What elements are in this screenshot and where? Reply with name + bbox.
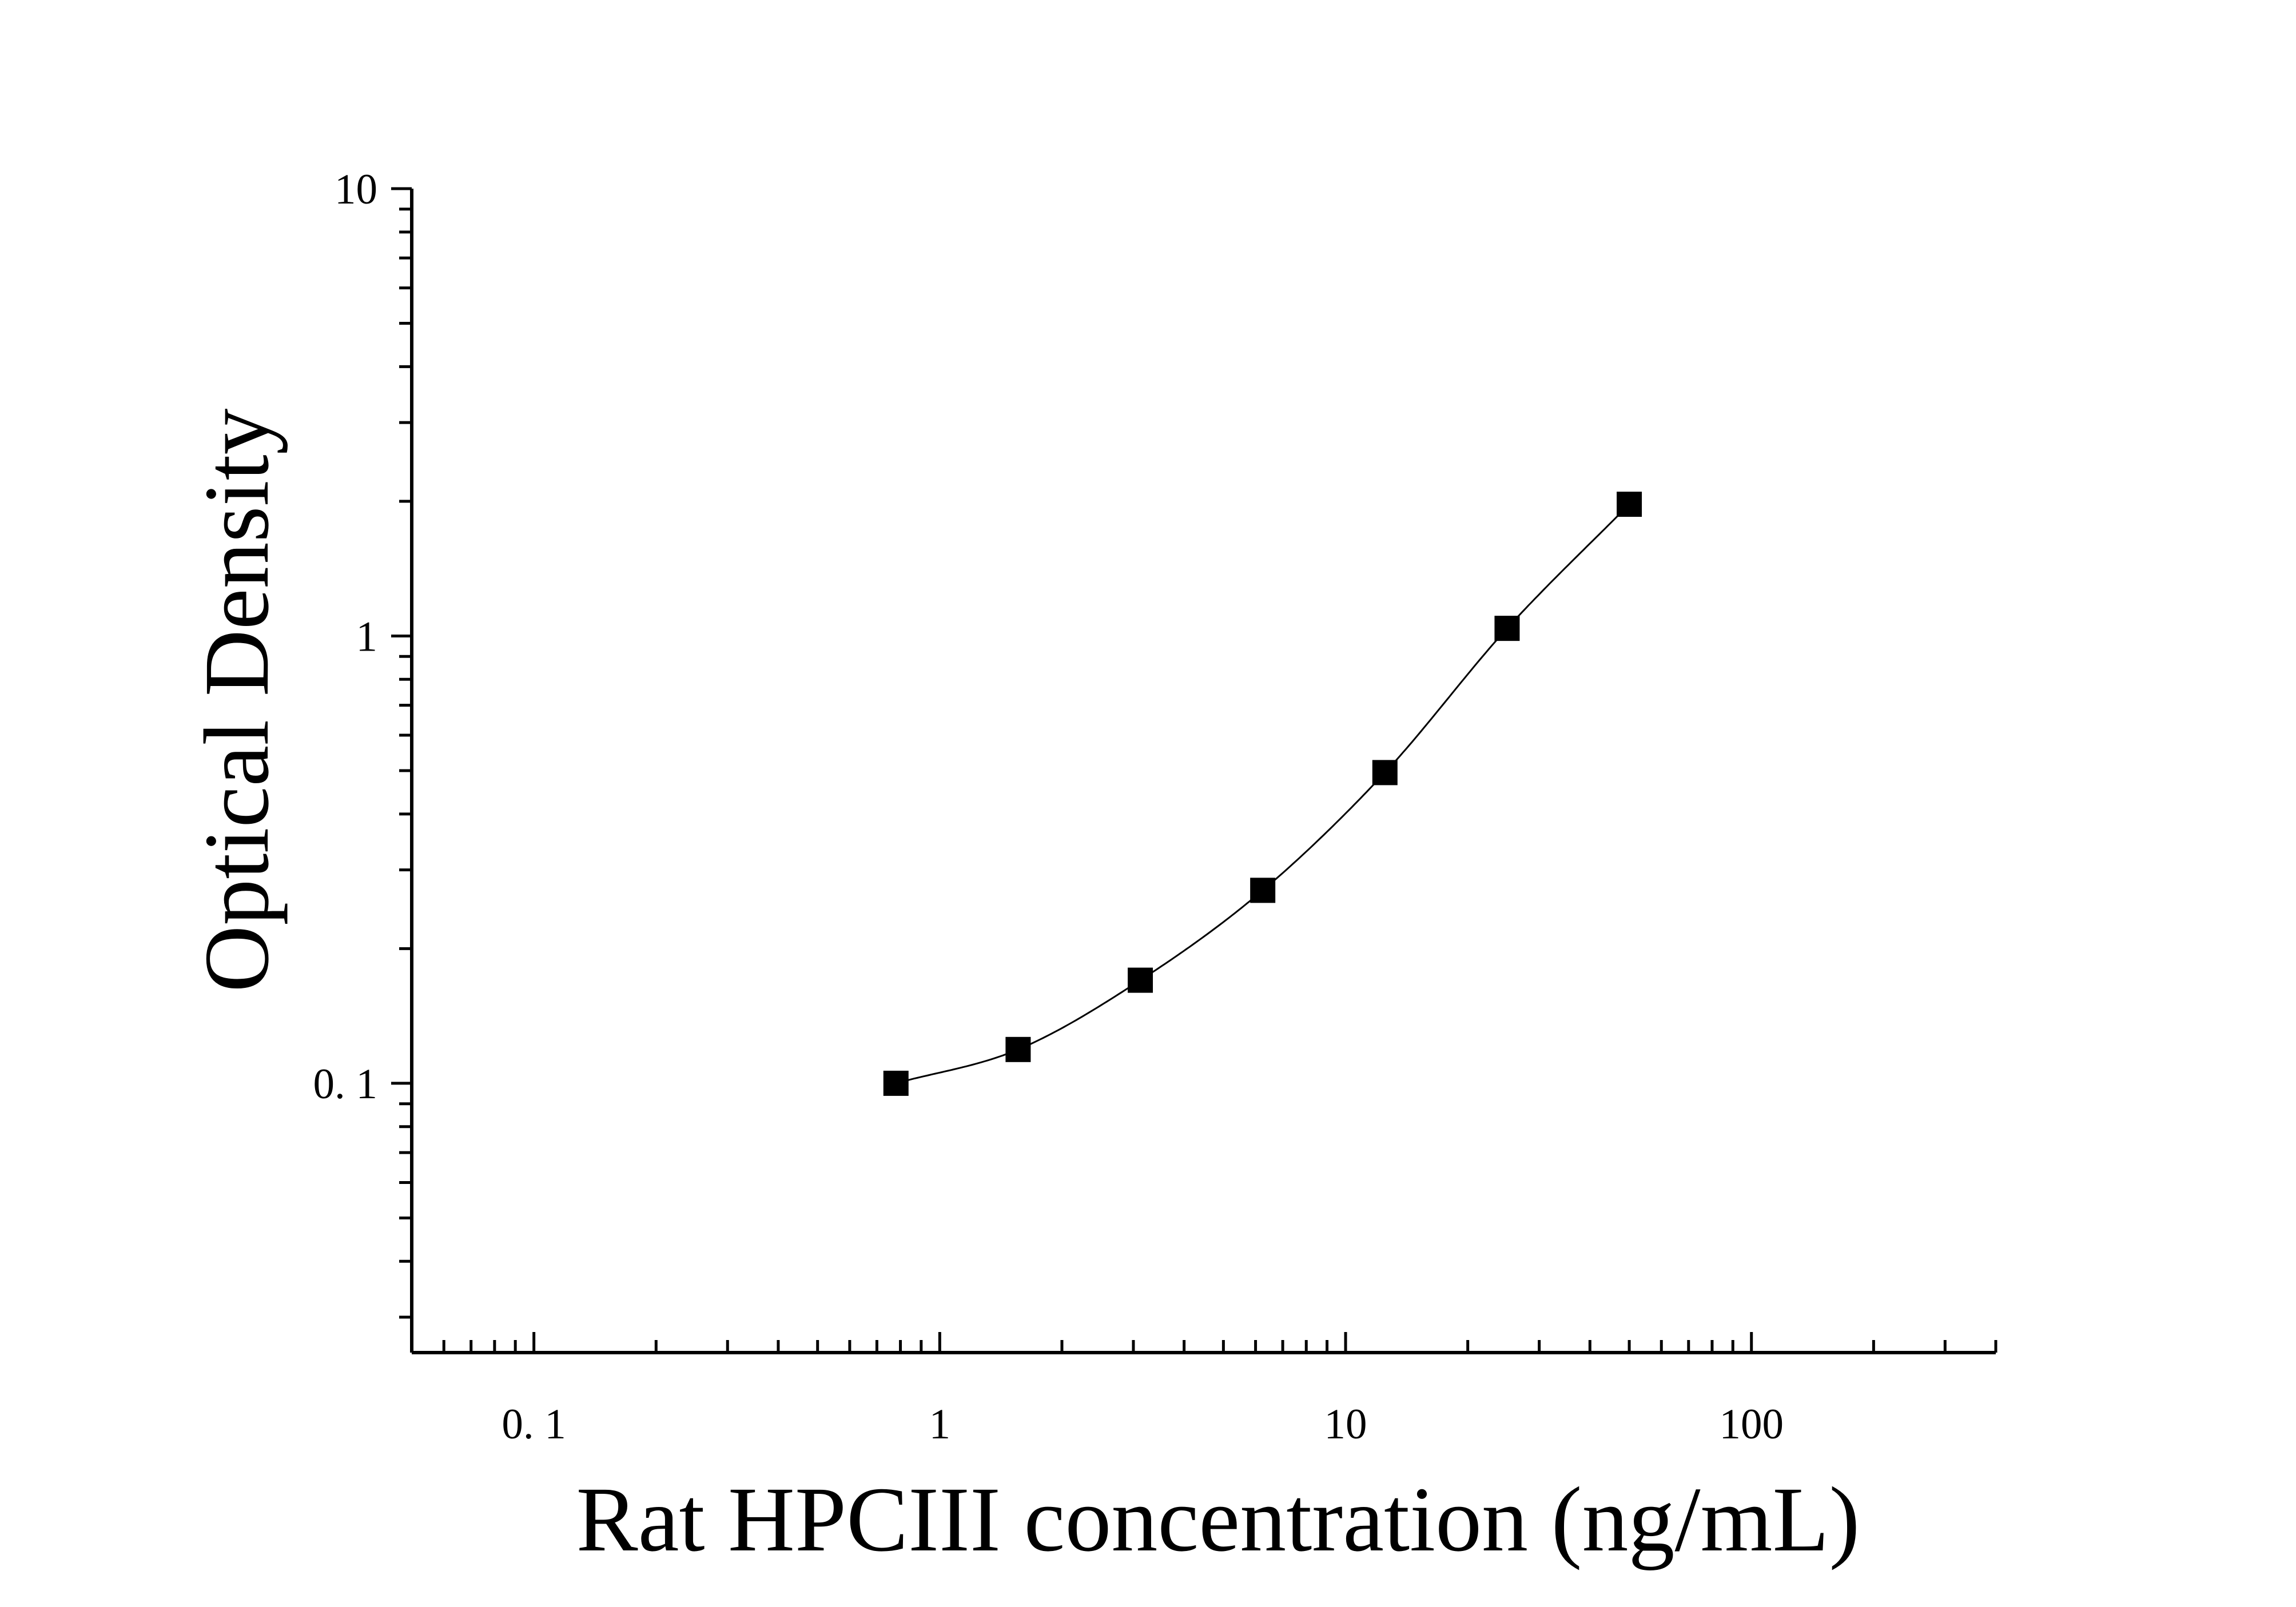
y-tick-label: 0. 1 <box>313 1060 378 1108</box>
data-point <box>1250 878 1276 903</box>
x-tick-label: 0. 1 <box>502 1401 566 1448</box>
x-axis-label: Rat HPCIII concentration (ng/mL) <box>576 1469 1860 1571</box>
x-tick-label: 100 <box>1719 1401 1784 1448</box>
axis-labels: Rat HPCIII concentration (ng/mL) Optical… <box>186 408 1860 1571</box>
y-tick-label: 1 <box>356 613 378 660</box>
fit-curve <box>896 503 1630 1084</box>
data-point <box>1494 616 1520 641</box>
data-points <box>883 492 1642 1096</box>
y-axis-label: Optical Density <box>186 408 288 992</box>
data-point <box>1372 760 1398 785</box>
data-point <box>883 1070 909 1096</box>
y-tick-label: 10 <box>335 166 377 213</box>
x-tick-label: 1 <box>929 1401 951 1448</box>
data-point <box>1128 967 1153 993</box>
data-point <box>1617 492 1642 517</box>
axes: 0. 1 1 10 100 0. 1 1 10 <box>313 166 1997 1448</box>
fit-curve-layer <box>896 503 1630 1084</box>
x-tick-label: 10 <box>1324 1401 1367 1448</box>
data-point <box>1005 1036 1031 1062</box>
